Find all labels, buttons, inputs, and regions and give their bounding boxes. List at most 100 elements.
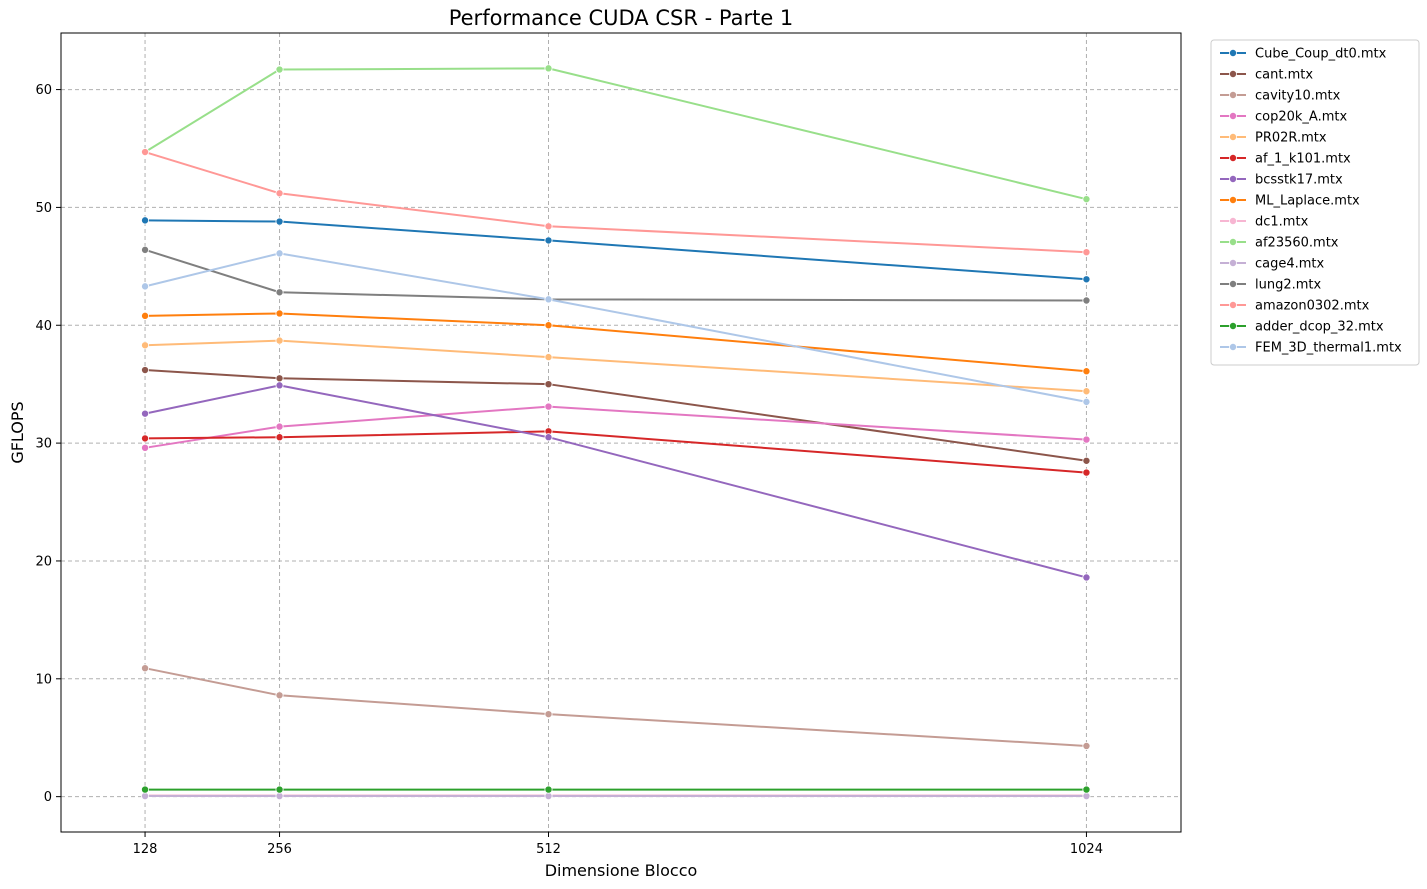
data-point [544, 353, 553, 362]
data-point [544, 710, 553, 719]
legend-item: af_1_k101.mtx [1220, 152, 1351, 167]
data-point [141, 443, 150, 452]
data-point [1082, 785, 1091, 794]
data-point [141, 785, 150, 794]
plot-frame [60, 32, 1182, 833]
legend-marker [1229, 132, 1238, 141]
data-point [544, 433, 553, 442]
x-tick-label: 1024 [1070, 842, 1103, 857]
legend-box [1210, 39, 1420, 366]
data-point [275, 691, 284, 700]
series-cant [141, 366, 1091, 465]
series-fem-3d-thermal1 [141, 249, 1091, 406]
series-cop20k-a [141, 402, 1091, 452]
data-point [544, 295, 553, 304]
legend-marker [1229, 195, 1238, 204]
data-point [544, 64, 553, 73]
axes: 128 256 512 1024 0 10 20 30 40 50 60 [35, 83, 1103, 857]
legend-item: cant.mtx [1220, 68, 1313, 83]
data-point [275, 189, 284, 198]
legend-label: Cube_Coup_dt0.mtx [1255, 47, 1387, 62]
data-point [1082, 456, 1091, 465]
series-line [145, 430, 1087, 474]
legend-item: ML_Laplace.mtx [1220, 194, 1360, 209]
data-point [141, 434, 150, 443]
data-point [141, 311, 150, 320]
legend-label: ML_Laplace.mtx [1255, 194, 1360, 209]
legend-item: bcsstk17.mtx [1220, 173, 1343, 188]
data-point [275, 374, 284, 383]
series-af23560 [141, 64, 1091, 204]
legend-marker [1229, 70, 1238, 79]
series-line [144, 248, 1087, 302]
legend-marker [1229, 112, 1238, 121]
legend-marker [1229, 49, 1238, 58]
data-point [141, 409, 150, 418]
data-point [544, 222, 553, 231]
series-line [145, 339, 1087, 393]
data-point [1082, 573, 1091, 582]
data-point [275, 422, 284, 431]
series-line [145, 219, 1087, 281]
data-point [275, 65, 284, 74]
x-axis-label: Dimensione Blocco [545, 861, 698, 880]
series-ml-laplace [141, 309, 1091, 376]
data-point [1082, 435, 1091, 444]
data-point [275, 309, 284, 318]
legend-item: af23560.mtx [1220, 236, 1339, 251]
data-point [141, 282, 150, 291]
legend-item: adder_dcop_32.mtx [1220, 320, 1384, 335]
legend-marker [1229, 237, 1238, 246]
data-point [1082, 468, 1091, 477]
legend-marker [1229, 258, 1238, 267]
data-point [275, 249, 284, 258]
series-adder-dcop-32 [141, 785, 1091, 794]
series-line [144, 252, 1087, 403]
data-point [1082, 387, 1091, 396]
legend-label: lung2.mtx [1255, 278, 1322, 293]
series-line [144, 67, 1087, 201]
legend-item: FEM_3D_thermal1.mtx [1220, 341, 1402, 356]
legend-label: cop20k_A.mtx [1255, 110, 1347, 125]
legend-item: Cube_Coup_dt0.mtx [1220, 47, 1387, 62]
data-point [275, 288, 284, 297]
x-tick-label: 512 [536, 842, 561, 857]
x-tick-label: 128 [133, 842, 158, 857]
legend-label: dc1.mtx [1255, 215, 1309, 230]
data-point [544, 321, 553, 330]
legend-label: PR02R.mtx [1255, 131, 1327, 146]
data-point [1082, 275, 1091, 284]
legend-marker [1229, 216, 1238, 225]
legend-item: lung2.mtx [1220, 278, 1322, 293]
legend-label: bcsstk17.mtx [1255, 173, 1343, 188]
series-line [144, 369, 1087, 462]
legend-label: adder_dcop_32.mtx [1255, 320, 1384, 335]
legend-marker [1229, 91, 1238, 100]
series-layer [141, 64, 1091, 801]
series-line [145, 312, 1087, 373]
y-tick-label: 0 [44, 790, 52, 805]
legend-marker [1229, 153, 1238, 162]
legend-label: af_1_k101.mtx [1255, 152, 1351, 167]
legend-marker [1229, 300, 1238, 309]
x-tick-label: 256 [267, 842, 292, 857]
legend-label: cage4.mtx [1255, 257, 1325, 272]
y-tick-label: 50 [35, 201, 52, 216]
legend-label: cant.mtx [1255, 68, 1313, 83]
data-point [141, 664, 150, 673]
series-pr02r [141, 336, 1091, 396]
y-tick-label: 40 [35, 319, 52, 334]
data-point [275, 336, 284, 345]
data-point [141, 366, 150, 375]
data-point [275, 217, 284, 226]
chart-title: Performance CUDA CSR - Parte 1 [449, 6, 794, 30]
data-point [1082, 367, 1091, 376]
legend-marker [1229, 174, 1238, 183]
data-point [544, 380, 553, 389]
grid [61, 33, 1181, 832]
y-axis-label: GFLOPS [8, 401, 27, 463]
legend-label: amazon0302.mtx [1255, 299, 1370, 314]
legend-item: cop20k_A.mtx [1220, 110, 1347, 125]
legend-marker [1229, 321, 1238, 330]
